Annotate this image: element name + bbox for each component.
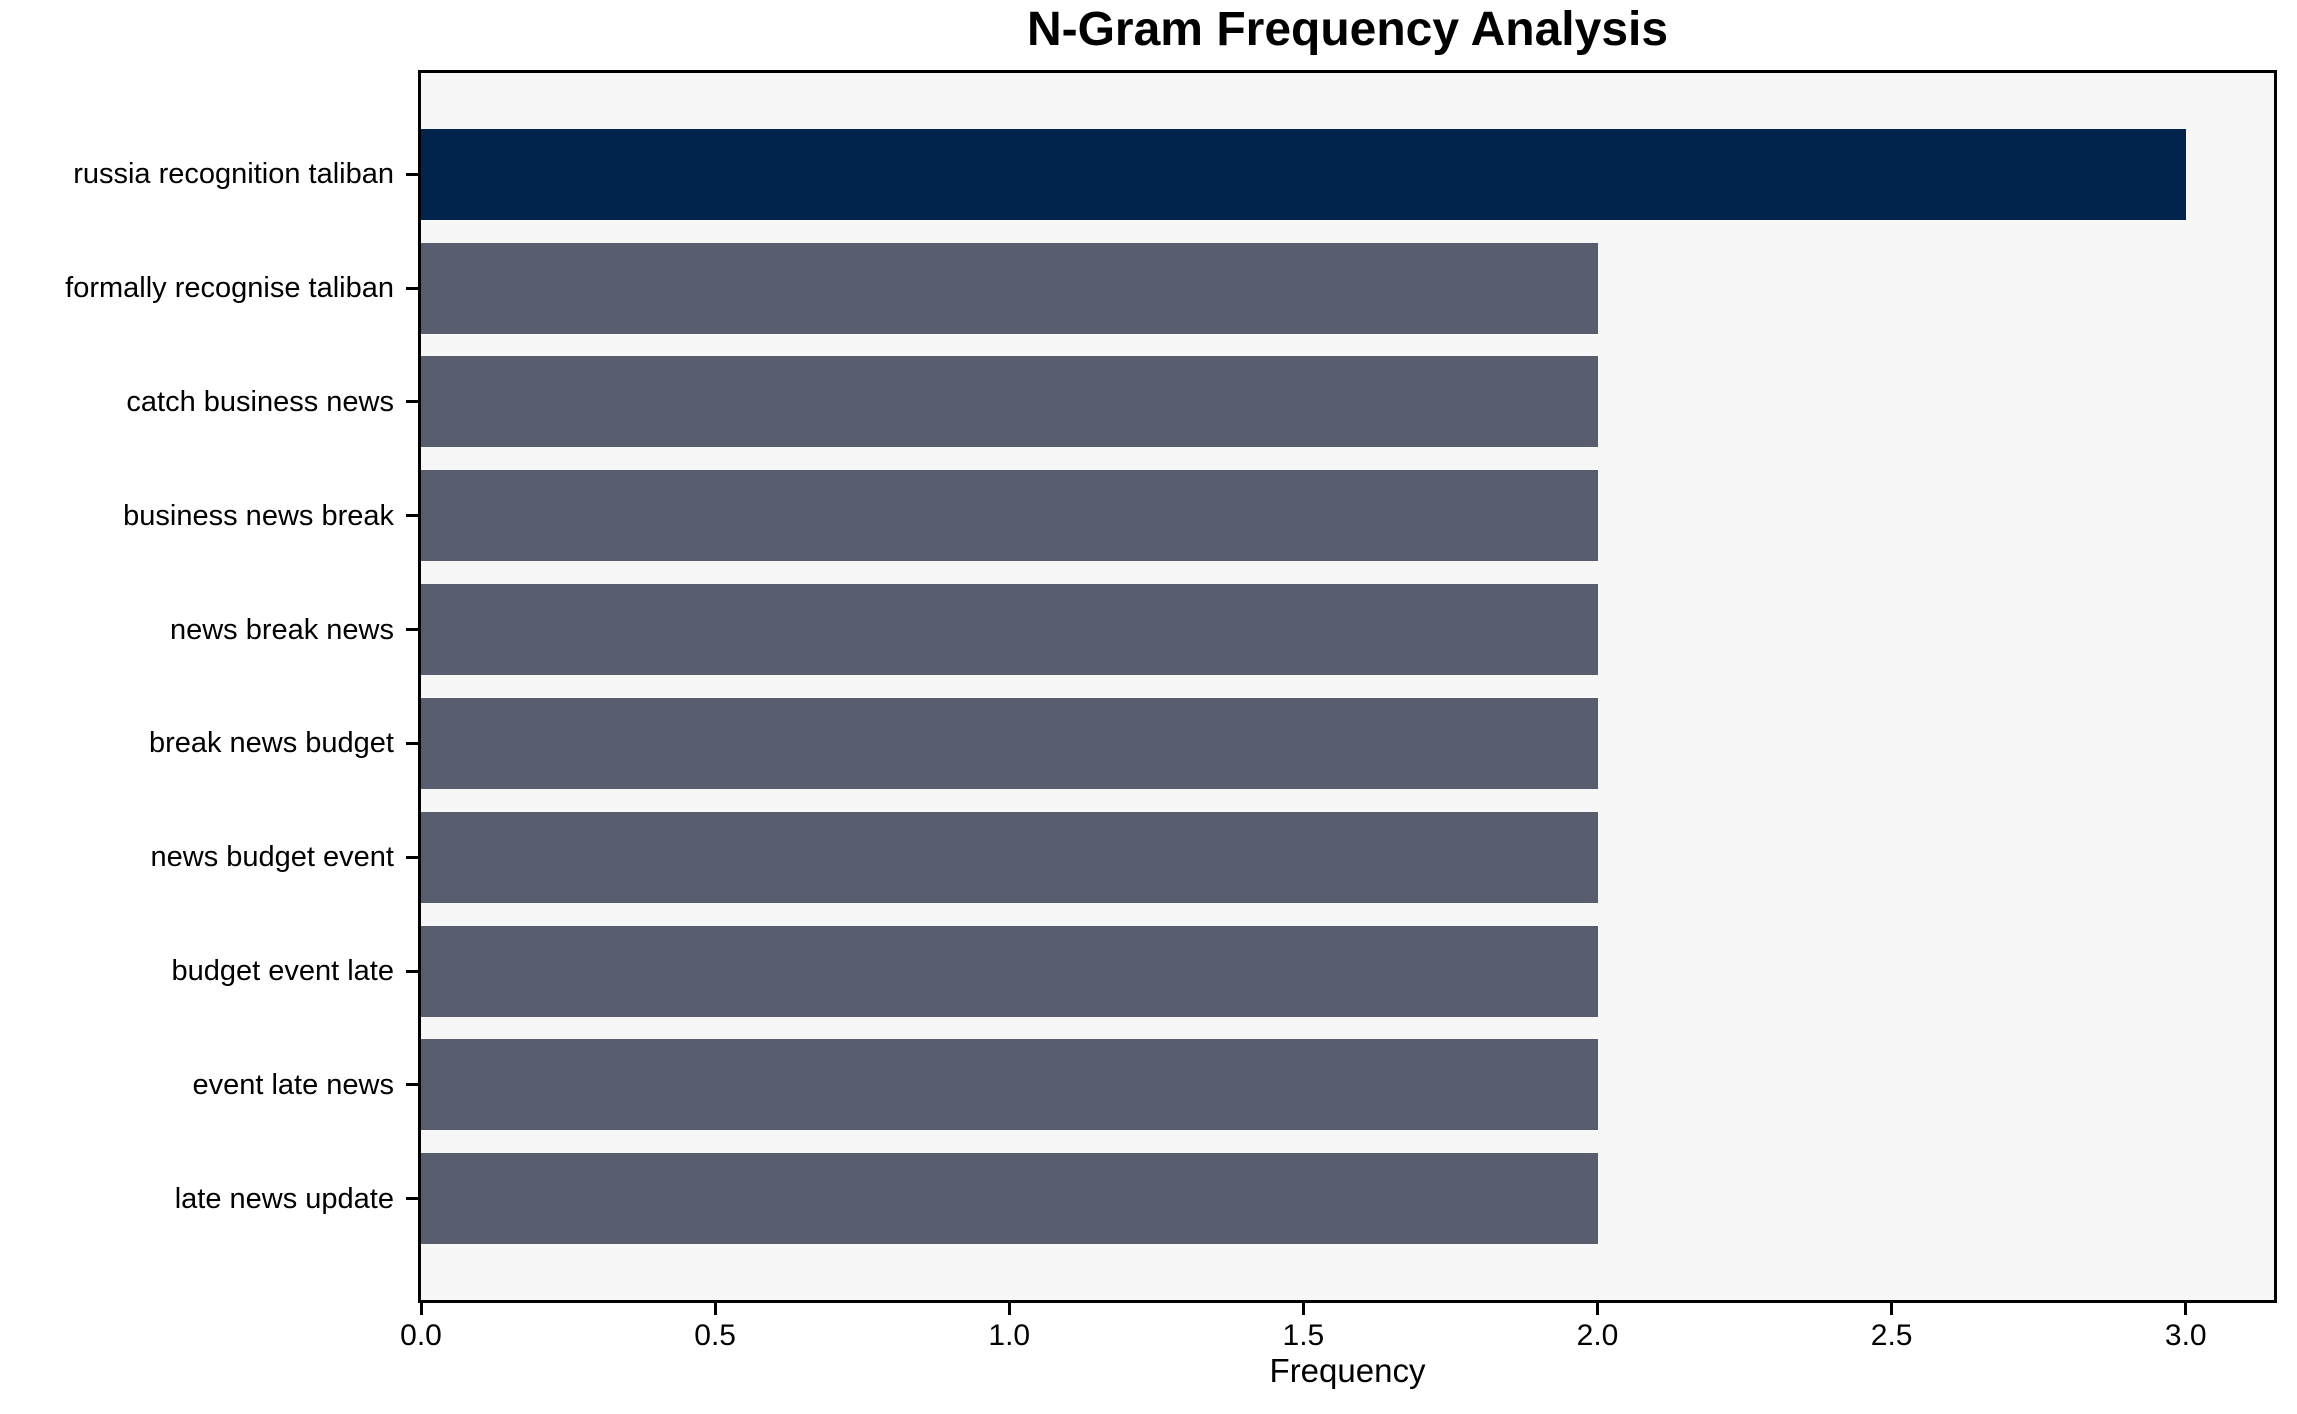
y-tick-label: late news update (174, 1182, 394, 1215)
x-tick-mark (2184, 1303, 2188, 1315)
chart-title: N-Gram Frequency Analysis (1026, 3, 1669, 56)
y-tick-label: formally recognise taliban (65, 272, 394, 305)
y-tick-label: budget event late (171, 955, 394, 988)
x-tick-label: 2.5 (1870, 1319, 1913, 1352)
y-tick-mark (406, 628, 418, 632)
bar-break-news-budget (421, 697, 1598, 789)
x-tick-mark (1596, 1303, 1599, 1315)
y-tick-mark (406, 1083, 418, 1087)
y-tick-mark (406, 172, 418, 176)
bar-budget-event-late (421, 925, 1598, 1017)
y-tick-label: break news budget (148, 727, 394, 760)
x-tick-label: 1.0 (988, 1319, 1031, 1352)
y-tick-label: news budget event (150, 841, 394, 874)
y-tick-label: news break news (169, 613, 394, 646)
y-tick-mark (406, 741, 418, 745)
y-tick-mark (406, 855, 418, 859)
x-tick-mark (1007, 1303, 1011, 1315)
x-tick-label: 1.5 (1282, 1319, 1325, 1352)
bar-event-late-news (421, 1039, 1598, 1131)
y-tick-label: event late news (192, 1068, 394, 1101)
y-tick-mark (406, 1197, 418, 1201)
x-tick-mark (1301, 1303, 1305, 1315)
y-tick-label: business news break (123, 499, 394, 532)
bar-news-budget-event (421, 811, 1598, 903)
y-tick-mark (406, 400, 418, 404)
x-tick-label: 3.0 (2164, 1319, 2207, 1352)
y-tick-label: catch business news (126, 385, 394, 418)
bar-catch-business-news (421, 356, 1598, 448)
y-tick-label: russia recognition taliban (73, 158, 394, 191)
bar-late-news-update (421, 1153, 1598, 1245)
bar-business-news-break (421, 470, 1598, 562)
y-tick-mark (406, 969, 418, 973)
bar-news-break-news (421, 584, 1598, 676)
x-tick-mark (419, 1303, 423, 1315)
x-tick-mark (713, 1303, 717, 1315)
plot-area (418, 70, 2277, 1303)
x-tick-label: 2.0 (1576, 1319, 1619, 1352)
y-tick-mark (406, 514, 418, 518)
x-tick-mark (1890, 1303, 1894, 1315)
bar-formally-recognise-taliban (421, 242, 1598, 334)
x-tick-label: 0.5 (694, 1319, 736, 1352)
x-tick-label: 0.0 (400, 1319, 442, 1352)
y-tick-mark (406, 286, 418, 290)
x-axis-title: Frequency (1269, 1352, 1426, 1389)
bar-russia-recognition-taliban (421, 128, 2186, 220)
